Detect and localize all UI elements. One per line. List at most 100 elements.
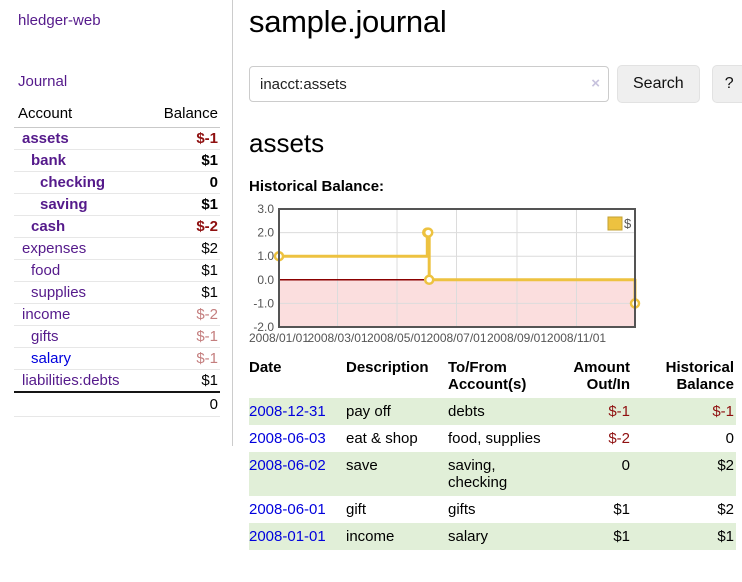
- account-row: supplies $1: [14, 281, 220, 304]
- date-link[interactable]: 2008-01-01: [249, 528, 326, 545]
- search-bar: × Search ?: [249, 65, 742, 103]
- svg-text:2008/09/01: 2008/09/01: [487, 331, 547, 345]
- accounts-total-row: 0: [14, 391, 220, 417]
- description-cell: eat & shop: [346, 430, 418, 447]
- brand-link[interactable]: hledger-web: [18, 12, 101, 29]
- account-link[interactable]: cash: [31, 218, 66, 235]
- date-cell: 2008-06-02: [249, 452, 346, 496]
- description-cell: gift: [346, 501, 367, 518]
- amount-cell: $-2: [608, 430, 630, 447]
- accounts-header-row: Account Balance: [14, 103, 220, 128]
- accounts-total-spacer: [14, 391, 146, 417]
- account-balance: $-1: [145, 347, 220, 370]
- sidebar: hledger-web Journal Account Balance asse…: [0, 0, 233, 446]
- account-name-cell: bank: [14, 149, 146, 172]
- accounts-table: Account Balance assets $-1 ban: [14, 103, 220, 417]
- account-balance: 0: [145, 171, 220, 194]
- account-balance: $1: [145, 369, 220, 393]
- account-row: checking 0: [14, 171, 220, 194]
- account-balance: $1: [145, 281, 220, 304]
- register-header-date[interactable]: Date: [249, 355, 346, 398]
- search-button[interactable]: Search: [617, 65, 700, 103]
- account-balance: $-1: [145, 127, 220, 150]
- register-table: Date Description To/From Account(s) Amou…: [249, 355, 736, 550]
- account-link[interactable]: liabilities:debts: [22, 372, 120, 389]
- clear-search-icon[interactable]: ×: [591, 75, 600, 92]
- account-row: gifts $-1: [14, 325, 220, 348]
- register-row: 2008-12-31 pay off debts $-1 $-1: [249, 398, 736, 425]
- date-link[interactable]: 2008-12-31: [249, 403, 326, 420]
- amount-cell: $-1: [552, 398, 632, 425]
- accounts-header-balance: Balance: [145, 103, 220, 128]
- amount-cell: $1: [552, 523, 632, 550]
- register-header-date-label: Date: [249, 359, 282, 376]
- register-row: 2008-06-03 eat & shop food, supplies $-2…: [249, 425, 736, 452]
- svg-text:-2.0: -2.0: [253, 320, 274, 334]
- balance-cell: $2: [717, 501, 734, 518]
- account-link[interactable]: salary: [31, 350, 72, 367]
- date-link[interactable]: 2008-06-03: [249, 430, 326, 447]
- historical-balance-chart: $3.0 2.0 1.0 0.0 -1.0 -2.0 2008/01/01 2008/03/0…: [249, 202, 736, 345]
- account-row: assets $-1: [14, 127, 220, 150]
- account-link[interactable]: assets: [22, 130, 69, 147]
- date-cell: 2008-06-01: [249, 496, 346, 523]
- search-box: ×: [249, 66, 609, 102]
- accounts-cell: food, supplies: [448, 430, 541, 447]
- svg-text:2008/11/01: 2008/11/01: [547, 331, 606, 345]
- amount-cell: $1: [613, 501, 630, 518]
- account-link[interactable]: food: [31, 262, 61, 279]
- description-cell: income: [346, 523, 448, 550]
- account-row: expenses $2: [14, 237, 220, 260]
- date-link[interactable]: 2008-06-02: [249, 457, 326, 474]
- account-balance: $1: [145, 193, 220, 216]
- account-name-cell: assets: [14, 127, 146, 150]
- accounts-cell: saving, checking: [448, 452, 552, 496]
- chart-label: Historical Balance:: [249, 178, 385, 195]
- account-name-cell: expenses: [14, 237, 146, 260]
- account-row: food $1: [14, 259, 220, 282]
- page-title: sample.journal: [249, 4, 447, 39]
- accounts-cell: salary: [448, 523, 552, 550]
- nav-journal-link[interactable]: Journal: [18, 73, 68, 90]
- account-link[interactable]: supplies: [31, 284, 87, 301]
- register-header-amount: Amount Out/In: [573, 359, 630, 393]
- help-button[interactable]: ?: [711, 65, 742, 103]
- account-link[interactable]: income: [22, 306, 71, 323]
- account-link[interactable]: expenses: [22, 240, 87, 257]
- account-balance: $-1: [145, 325, 220, 348]
- account-name-cell: checking: [14, 171, 146, 194]
- account-balance: $1: [145, 259, 220, 282]
- svg-text:1.0: 1.0: [257, 249, 274, 263]
- account-name-cell: gifts: [14, 325, 146, 348]
- svg-text:2008/07/01: 2008/07/01: [426, 331, 486, 345]
- svg-text:-1.0: -1.0: [253, 296, 274, 310]
- svg-text:2008/01/01: 2008/01/01: [249, 331, 309, 345]
- search-input[interactable]: [249, 66, 609, 102]
- account-balance: $-2: [145, 215, 220, 238]
- balance-cell: $-1: [632, 398, 736, 425]
- account-name-cell: cash: [14, 215, 146, 238]
- main-content: sample.journal × Search ? assets Histori…: [233, 0, 742, 550]
- register-header-description: Description: [346, 359, 429, 376]
- accounts-header-account: Account: [14, 103, 146, 128]
- description-cell: save: [346, 452, 448, 496]
- description-cell: pay off: [346, 398, 448, 425]
- svg-text:2008/03/01: 2008/03/01: [307, 331, 367, 345]
- amount-cell: 0: [552, 452, 632, 496]
- register-row: 2008-06-01 gift gifts $1 $2: [249, 496, 736, 523]
- account-name-cell: liabilities:debts: [14, 369, 146, 393]
- register-header-accounts: To/From Account(s): [448, 359, 527, 393]
- account-row: cash $-2: [14, 215, 220, 238]
- svg-text:$: $: [624, 216, 632, 231]
- accounts-cell: gifts: [448, 501, 476, 518]
- account-link[interactable]: bank: [31, 152, 67, 169]
- account-row: liabilities:debts $1: [14, 369, 220, 393]
- account-link[interactable]: gifts: [31, 328, 59, 345]
- account-row: salary $-1: [14, 347, 220, 370]
- svg-text:2.0: 2.0: [257, 226, 274, 240]
- account-link[interactable]: saving: [40, 196, 88, 213]
- account-balance: $2: [145, 237, 220, 260]
- account-link[interactable]: checking: [40, 174, 106, 191]
- date-link[interactable]: 2008-06-01: [249, 501, 326, 518]
- date-cell: 2008-12-31: [249, 398, 346, 425]
